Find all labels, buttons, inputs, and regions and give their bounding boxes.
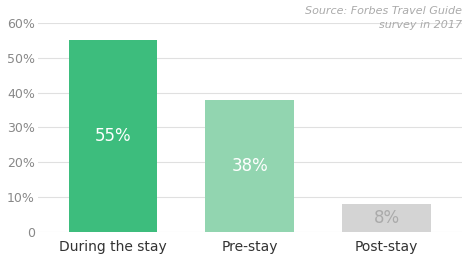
Bar <box>68 40 158 232</box>
Text: Source: Forbes Travel Guide
survey in 2017: Source: Forbes Travel Guide survey in 20… <box>305 6 462 30</box>
Bar <box>205 99 295 232</box>
Text: 55%: 55% <box>95 127 131 145</box>
Text: 38%: 38% <box>232 157 268 175</box>
Bar <box>342 204 431 232</box>
Text: 8%: 8% <box>374 209 400 227</box>
